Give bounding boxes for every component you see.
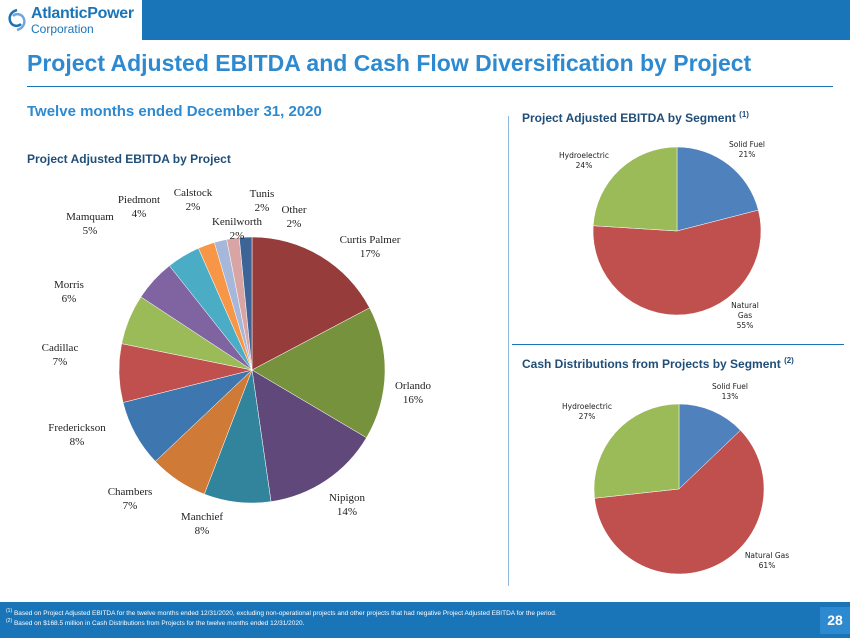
vertical-divider <box>508 116 509 586</box>
data-label-morris-line: Morris <box>54 279 84 291</box>
cash-chart-footnote-marker: (2) <box>784 356 794 365</box>
data-label-cadillac: Cadillac 7% <box>42 342 79 368</box>
data-label-nipigon: Nipigon 14% <box>329 492 366 518</box>
data-label-solid-fuel-line: Solid Fuel <box>712 382 748 391</box>
data-label-chambers-line: Chambers <box>108 486 153 498</box>
data-label-calstock-line: Calstock <box>174 187 213 199</box>
data-label-manchief-line: Manchief <box>181 511 223 523</box>
footnote-1-marker: (1) <box>6 608 13 614</box>
data-label-piedmont-line: Piedmont <box>118 194 160 206</box>
pie-slice-hydroelectric <box>592 146 678 232</box>
title-divider <box>27 86 833 87</box>
data-label-natural-gas-line: Gas <box>738 311 752 320</box>
data-label-solid-fuel-line: Solid Fuel <box>729 140 765 149</box>
data-label-hydroelectric-line: 24% <box>576 161 593 170</box>
footnote-2-marker: (2) <box>6 618 13 624</box>
data-label-orlando-line: 16% <box>403 394 423 406</box>
data-label-manchief: Manchief 8% <box>181 511 223 537</box>
data-label-mamquam-line: Mamquam <box>66 211 114 223</box>
project-ebitda-pie: Curtis Palmer 17% Orlando 16% Nipigon 14% Manc… <box>42 187 432 537</box>
data-label-solid-fuel-line: 13% <box>722 392 739 401</box>
pie-slice-natural-gas <box>594 429 765 575</box>
data-label-tunis-line: Tunis <box>250 188 275 200</box>
data-label-frederickson: Frederickson 8% <box>48 422 106 448</box>
data-label-natural-gas: Natural Gas 61% <box>745 551 789 570</box>
data-label-natural-gas-line: 61% <box>759 561 776 570</box>
data-label-natural-gas: Natural Gas 55% <box>731 301 759 330</box>
logo-subname: Corporation <box>31 22 94 36</box>
data-label-hydroelectric: Hydroelectric 24% <box>559 151 609 170</box>
logo-name: AtlanticPower <box>31 5 134 22</box>
data-label-frederickson-line: 8% <box>70 436 85 448</box>
data-label-curtis-palmer-line: Curtis Palmer <box>340 234 401 246</box>
right-section-divider <box>512 344 844 345</box>
data-label-solid-fuel-line: 21% <box>739 150 756 159</box>
data-label-hydroelectric-line: 27% <box>579 412 596 421</box>
data-label-hydroelectric-line: Hydroelectric <box>559 151 609 160</box>
data-label-calstock-line: 2% <box>186 201 201 213</box>
data-label-morris: Morris 6% <box>54 279 84 305</box>
data-label-chambers-line: 7% <box>123 500 138 512</box>
footnote-2-text: Based on $168.5 million in Cash Distribu… <box>13 620 305 628</box>
data-label-natural-gas-line: Natural Gas <box>745 551 789 560</box>
pie-slice-curtis-palmer <box>251 236 370 371</box>
data-label-natural-gas-line: 55% <box>737 321 754 330</box>
data-label-hydroelectric-line: Hydroelectric <box>562 402 612 411</box>
pie-slice-other <box>239 236 253 371</box>
data-label-kenilworth-line: 2% <box>230 230 245 242</box>
data-label-mamquam-line: 5% <box>83 225 98 237</box>
project-chart-heading: Project Adjusted EBITDA by Project <box>27 152 231 166</box>
data-label-natural-gas-line: Natural <box>731 301 759 310</box>
footer-bar: (1) Based on Project Adjusted EBITDA for… <box>0 602 850 638</box>
charts-canvas: Curtis Palmer 17% Orlando 16% Nipigon 14% Manc… <box>42 140 789 575</box>
pie-slice-nipigon <box>251 369 367 502</box>
data-label-solid-fuel: Solid Fuel 13% <box>712 382 748 401</box>
segment-chart-footnote-marker: (1) <box>739 110 749 119</box>
data-label-morris-line: 6% <box>62 293 77 305</box>
cash-distribution-pie: Solid Fuel 13% Natural Gas 61% Hydroelectric… <box>562 382 789 575</box>
data-label-frederickson-line: Frederickson <box>48 422 106 434</box>
data-label-manchief-line: 8% <box>195 525 210 537</box>
data-label-cadillac-line: 7% <box>53 356 68 368</box>
segment-chart-heading: Project Adjusted EBITDA by Segment (1) <box>522 110 749 125</box>
segment-ebitda-pie: Solid Fuel 21%Natural Gas 55%Hydroelectric 2… <box>559 140 765 330</box>
footnote-1-text: Based on Project Adjusted EBITDA for the… <box>13 610 557 618</box>
data-label-piedmont: Piedmont 4% <box>118 194 160 220</box>
data-label-orlando: Orlando 16% <box>395 380 432 406</box>
data-label-calstock: Calstock 2% <box>174 187 213 213</box>
pie-slice-orlando <box>251 307 386 439</box>
data-label-chambers: Chambers 7% <box>108 486 153 512</box>
data-label-piedmont-line: 4% <box>132 208 147 220</box>
data-label-mamquam: Mamquam 5% <box>66 211 114 237</box>
period-subtitle: Twelve months ended December 31, 2020 <box>27 103 322 120</box>
data-label-nipigon-line: Nipigon <box>329 492 366 504</box>
data-label-nipigon-line: 14% <box>337 506 357 518</box>
data-label-cadillac-line: Cadillac <box>42 342 79 354</box>
pie-slice-solid-fuel <box>676 146 759 232</box>
data-label-other-line: 2% <box>287 218 302 230</box>
data-label-hydroelectric: Hydroelectric 27% <box>562 402 612 421</box>
page-number: 28 <box>820 607 850 634</box>
pie-slice-solid-fuel <box>678 403 741 490</box>
pie-slice-natural-gas <box>592 209 762 316</box>
data-label-kenilworth-line: Kenilworth <box>212 216 263 228</box>
data-label-curtis-palmer: Curtis Palmer 17% <box>340 234 401 260</box>
data-label-tunis: Tunis 2% <box>250 188 275 214</box>
company-logo: AtlanticPower Corporation <box>0 0 142 40</box>
data-label-orlando-line: Orlando <box>395 380 432 392</box>
data-label-curtis-palmer-line: 17% <box>360 248 380 260</box>
data-label-tunis-line: 2% <box>255 202 270 214</box>
pie-slice-hydroelectric <box>593 403 680 499</box>
segment-chart-heading-text: Project Adjusted EBITDA by Segment <box>522 111 736 125</box>
data-label-solid-fuel: Solid Fuel 21% <box>729 140 765 159</box>
cash-chart-heading: Cash Distributions from Projects by Segm… <box>522 356 794 371</box>
page-title: Project Adjusted EBITDA and Cash Flow Di… <box>27 50 752 76</box>
cash-chart-heading-text: Cash Distributions from Projects by Segm… <box>522 357 781 371</box>
footnote-2: (2) Based on $168.5 million in Cash Dist… <box>6 618 304 627</box>
footnote-1: (1) Based on Project Adjusted EBITDA for… <box>6 608 557 617</box>
logo-swirl-icon <box>8 8 26 32</box>
data-label-kenilworth: Kenilworth 2% <box>212 216 263 242</box>
data-label-other-line: Other <box>281 204 306 216</box>
data-label-other: Other 2% <box>281 204 306 230</box>
